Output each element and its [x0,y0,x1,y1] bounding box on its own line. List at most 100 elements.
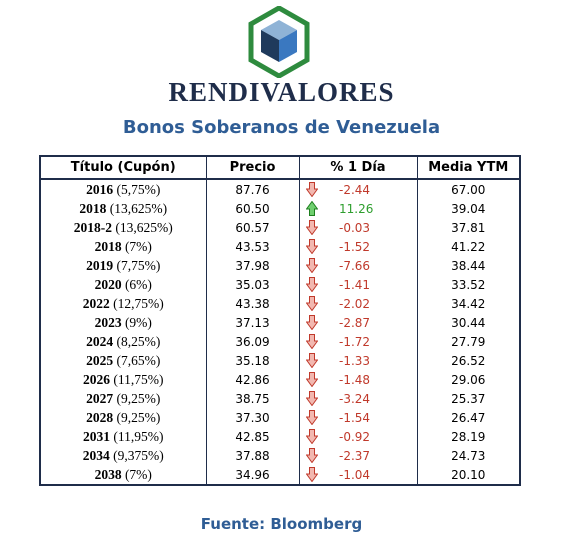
bond-title: 2025 (7,65%) [40,351,207,370]
bond-coupon: (9,25%) [116,390,161,406]
bond-coupon: (7%) [124,466,152,482]
bond-title: 2018 (7%) [40,237,207,256]
arrow-down-icon [299,256,325,275]
bond-pct-change: -1.33 [325,351,418,370]
header-titulo: Título (Cupón) [40,156,207,180]
bond-year: 2018-2 [73,219,112,235]
bond-price: 37.30 [206,408,300,427]
arrow-down-icon [299,332,325,351]
bond-coupon: (7%) [124,238,152,254]
bond-title: 2020 (6%) [40,275,207,294]
table-row: 2022 (12,75%) 43.38 -2.02 34.42 [40,294,520,313]
bond-pct-change: -0.03 [325,218,418,237]
bond-title: 2024 (8,25%) [40,332,207,351]
arrow-down-icon [299,237,325,256]
header-row: Título (Cupón) Precio % 1 Día Media YTM [40,156,520,180]
bond-year: 2023 [94,314,122,330]
bond-pct-change: -2.02 [325,294,418,313]
table-body: 2016 (5,75%) 87.76 -2.44 67.00 2018 (13,625%… [40,179,520,485]
bond-price: 37.88 [206,446,300,465]
page-title: Bonos Soberanos de Venezuela [122,117,441,138]
bond-pct-change: 11.26 [325,199,418,218]
bond-title: 2023 (9%) [40,313,207,332]
arrow-down-icon [299,389,325,408]
bond-year: 2027 [86,390,114,406]
table-row: 2018 (7%) 43.53 -1.52 41.22 [40,237,520,256]
bond-ytm: 37.81 [451,220,486,235]
bond-coupon: (6%) [124,276,152,292]
bond-title: 2026 (11,75%) [40,370,207,389]
arrow-down-icon [299,294,325,313]
bond-coupon: (7,65%) [116,352,161,368]
bond-title: 2016 (5,75%) [40,179,207,199]
bond-year: 2018 [79,200,107,216]
bond-pct-change: -2.37 [325,446,418,465]
bond-price: 35.03 [206,275,300,294]
bond-year: 2028 [86,409,114,425]
bond-pct-change: -1.04 [325,465,418,485]
table-row: 2023 (9%) 37.13 -2.87 30.44 [40,313,520,332]
bonds-table: Título (Cupón) Precio % 1 Día Media YTM … [39,155,521,486]
bond-year: 2026 [83,371,110,387]
header-precio: Precio [206,156,300,180]
table-row: 2038 (7%) 34.96 -1.04 20.10 [40,465,520,485]
bond-title: 2018-2 (13,625%) [40,218,207,237]
bond-title: 2019 (7,75%) [40,256,207,275]
bond-ytm: 28.19 [451,429,486,444]
bond-pct-change: -2.87 [325,313,418,332]
arrow-down-icon [299,275,325,294]
bond-coupon: (11,95%) [113,428,164,444]
bond-pct-change: -0.92 [325,427,418,446]
bond-pct-change: -1.52 [325,237,418,256]
bond-coupon: (13,625%) [109,200,168,216]
bond-price: 60.57 [206,218,300,237]
table-row: 2026 (11,75%) 42.86 -1.48 29.06 [40,370,520,389]
bond-price: 36.09 [206,332,300,351]
arrow-down-icon [299,351,325,370]
bond-price: 87.76 [206,179,300,199]
bond-year: 2025 [86,352,114,368]
table-row: 2031 (11,95%) 42.85 -0.92 28.19 [40,427,520,446]
bond-price: 38.75 [206,389,300,408]
bond-coupon: (12,75%) [113,295,164,311]
bond-price: 42.86 [206,370,300,389]
table-row: 2018-2 (13,625%) 60.57 -0.03 37.81 [40,218,520,237]
arrow-down-icon [299,465,325,485]
table-row: 2034 (9,375%) 37.88 -2.37 24.73 [40,446,520,465]
bond-pct-change: -7.66 [325,256,418,275]
bond-coupon: (11,75%) [113,371,164,387]
bond-coupon: (7,75%) [116,257,161,273]
bond-title: 2031 (11,95%) [40,427,207,446]
table-row: 2020 (6%) 35.03 -1.41 33.52 [40,275,520,294]
bond-pct-change: -1.54 [325,408,418,427]
bond-ytm: 26.47 [451,410,486,425]
bond-year: 2020 [94,276,122,292]
bond-coupon: (13,625%) [115,219,173,235]
bond-coupon: (8,25%) [116,333,161,349]
bond-year: 2031 [83,428,110,444]
bond-ytm: 26.52 [451,353,486,368]
table-row: 2016 (5,75%) 87.76 -2.44 67.00 [40,179,520,199]
bond-ytm: 25.37 [451,391,486,406]
bond-ytm: 33.52 [451,277,486,292]
bond-year: 2018 [94,238,122,254]
bond-coupon: (9,25%) [116,409,161,425]
bond-price: 34.96 [206,465,300,485]
bond-ytm: 67.00 [451,182,486,197]
table-row: 2028 (9,25%) 37.30 -1.54 26.47 [40,408,520,427]
bond-ytm: 39.04 [451,201,486,216]
bond-title: 2028 (9,25%) [40,408,207,427]
bond-ytm: 29.06 [451,372,486,387]
arrow-down-icon [299,370,325,389]
header-ytm: Media YTM [417,156,520,180]
bond-ytm: 27.79 [451,334,486,349]
bond-price: 35.18 [206,351,300,370]
bond-price: 42.85 [206,427,300,446]
bond-year: 2038 [94,466,122,482]
arrow-down-icon [299,408,325,427]
bond-year: 2016 [86,181,114,197]
bond-pct-change: -1.41 [325,275,418,294]
bond-year: 2034 [82,447,110,463]
arrow-down-icon [299,427,325,446]
arrow-down-icon [299,446,325,465]
